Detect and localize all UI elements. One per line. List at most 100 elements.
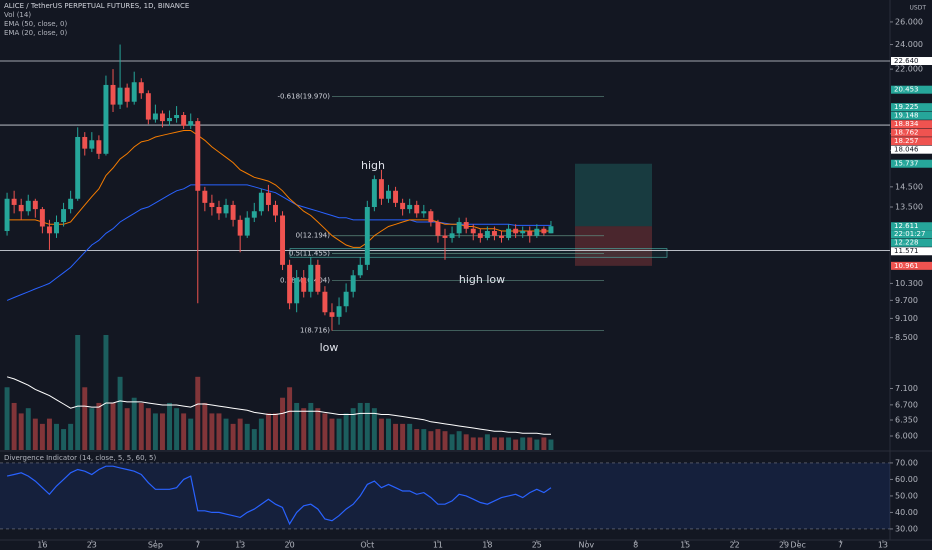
candle-body xyxy=(230,204,236,220)
indicator-tick-label: 50.00 xyxy=(895,491,918,500)
volume-bar xyxy=(435,429,441,450)
candle-body xyxy=(54,222,59,234)
volume-bar xyxy=(75,335,81,450)
volume-bar xyxy=(470,437,476,450)
candle-body xyxy=(541,228,547,234)
candle-body xyxy=(145,93,151,120)
annotation: low xyxy=(320,341,339,354)
fib-label: 0(12.194) xyxy=(296,232,331,240)
volume-bar xyxy=(315,408,321,450)
volume-bar xyxy=(513,439,519,450)
volume-bar xyxy=(188,418,194,450)
candle-body xyxy=(364,207,370,265)
price-label: 18.834 xyxy=(894,120,919,128)
volume-ma xyxy=(6,376,551,435)
candle-body xyxy=(103,84,109,154)
volume-bar xyxy=(442,431,448,450)
x-tick-label: 15 xyxy=(680,541,690,550)
candle-body xyxy=(25,200,31,212)
volume-bar xyxy=(145,408,151,450)
volume-bar xyxy=(174,408,180,450)
volume-bar xyxy=(371,408,377,450)
candle-body xyxy=(548,226,554,234)
volume-bar xyxy=(32,418,38,450)
volume-bar xyxy=(499,437,504,450)
indicator-tick-label: 30.00 xyxy=(895,524,918,533)
legend-ema: EMA (20, close, 0) xyxy=(4,29,67,37)
position-profit xyxy=(575,163,652,227)
volume-bar xyxy=(428,431,434,450)
price-label: 18.257 xyxy=(894,137,919,145)
price-label: 19.148 xyxy=(894,112,919,120)
candle-body xyxy=(4,198,10,232)
x-tick-label: Sep xyxy=(148,541,163,550)
volume-bar xyxy=(477,437,483,450)
price-label: 19.225 xyxy=(894,103,919,111)
volume-bar xyxy=(131,397,137,450)
candle-body xyxy=(273,204,278,216)
volume-bar xyxy=(343,413,349,450)
x-tick-label: Oct xyxy=(360,541,374,550)
y-tick-label: 13.500 xyxy=(895,203,923,212)
candle-body xyxy=(308,264,314,292)
y-tick-label: 6.700 xyxy=(895,400,918,409)
price-label-box xyxy=(891,103,932,112)
volume-bar xyxy=(287,387,293,450)
y-tick-label: 7.100 xyxy=(895,384,918,393)
candle-body xyxy=(11,198,17,205)
candle-body xyxy=(18,204,24,212)
candle-body xyxy=(428,211,434,223)
price-label: 10.961 xyxy=(894,262,919,270)
candle-body xyxy=(357,264,363,276)
candle-body xyxy=(82,136,88,149)
candle-body xyxy=(68,198,74,210)
indicator-tick-label: 70.00 xyxy=(895,458,918,467)
y-tick-label: 6.000 xyxy=(895,432,918,441)
candle-body xyxy=(484,231,490,238)
candle-body xyxy=(131,82,137,102)
volume-bar xyxy=(152,413,158,450)
price-label-box xyxy=(891,85,932,94)
indicator-tick-label: 60.00 xyxy=(895,475,918,484)
candle-body xyxy=(477,233,483,238)
candle-body xyxy=(343,291,349,307)
y-tick-label: 22.000 xyxy=(895,65,923,74)
candle-body xyxy=(520,231,526,234)
volume-bar xyxy=(541,437,547,450)
currency: USDT xyxy=(910,5,927,12)
y-tick-label: 26.000 xyxy=(895,17,923,26)
y-tick-label: 24.000 xyxy=(895,40,923,49)
volume-bar xyxy=(357,402,363,450)
volume-bar xyxy=(265,413,271,450)
x-tick-label: 13 xyxy=(235,541,245,550)
volume-bar xyxy=(336,418,342,450)
volume-bar xyxy=(378,418,384,450)
candle-body xyxy=(237,219,243,236)
legend-indicator: Divergence Indicator (14, close, 5, 5, 6… xyxy=(4,454,156,462)
candle-body xyxy=(96,140,102,154)
volume-bar xyxy=(68,423,74,450)
fib-label: -0.618(19.970) xyxy=(277,92,330,100)
position-loss xyxy=(575,226,652,266)
candle-body xyxy=(124,87,130,102)
volume-bar xyxy=(103,335,109,450)
candle-body xyxy=(414,204,420,214)
candle-body xyxy=(442,235,448,238)
candle-body xyxy=(329,312,335,317)
candle-body xyxy=(506,228,512,238)
price-label: 18.762 xyxy=(894,129,919,137)
candle-body xyxy=(202,190,208,203)
volume-bar xyxy=(61,429,67,450)
y-tick-label: 10.300 xyxy=(895,279,923,288)
price-label-box xyxy=(891,261,932,270)
x-tick-label: 13 xyxy=(878,541,888,550)
candle-body xyxy=(386,190,391,199)
price-label-box xyxy=(891,159,932,168)
price-label-box xyxy=(891,128,932,137)
candle-body xyxy=(251,211,257,218)
price-label: 11.571 xyxy=(894,247,919,255)
candle-body xyxy=(491,231,497,236)
volume-bar xyxy=(463,434,469,450)
candle-body xyxy=(400,202,406,210)
candle-body xyxy=(167,118,172,122)
